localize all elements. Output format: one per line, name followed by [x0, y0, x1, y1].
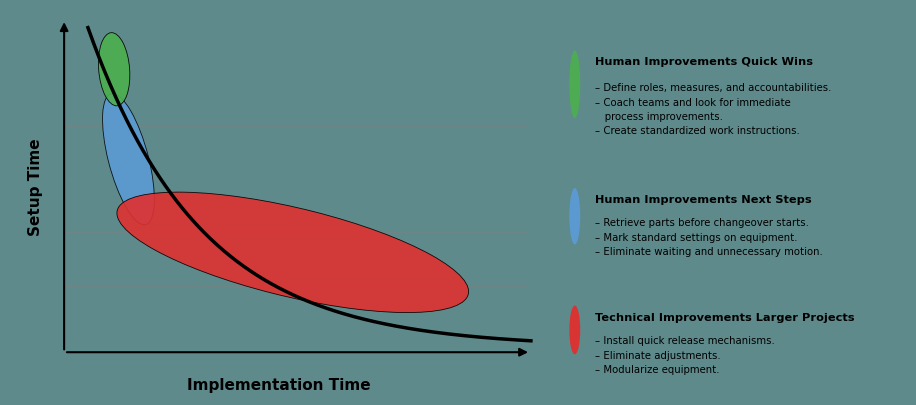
Text: Implementation Time: Implementation Time	[187, 377, 370, 392]
Ellipse shape	[103, 94, 154, 225]
Text: – Retrieve parts before changeover starts.
– Mark standard settings on equipment: – Retrieve parts before changeover start…	[595, 218, 823, 257]
Text: Human Improvements Quick Wins: Human Improvements Quick Wins	[595, 57, 813, 67]
Text: – Define roles, measures, and accountabilities.
– Coach teams and look for immed: – Define roles, measures, and accountabi…	[595, 83, 832, 136]
Ellipse shape	[570, 51, 580, 119]
Text: – Install quick release mechanisms.
– Eliminate adjustments.
– Modularize equipm: – Install quick release mechanisms. – El…	[595, 335, 775, 374]
Ellipse shape	[570, 189, 580, 245]
Ellipse shape	[98, 34, 130, 107]
Text: Technical Improvements Larger Projects: Technical Improvements Larger Projects	[595, 312, 855, 322]
Ellipse shape	[570, 306, 580, 354]
Text: Setup Time: Setup Time	[28, 138, 43, 235]
Text: Human Improvements Next Steps: Human Improvements Next Steps	[595, 194, 812, 205]
Ellipse shape	[117, 193, 469, 313]
